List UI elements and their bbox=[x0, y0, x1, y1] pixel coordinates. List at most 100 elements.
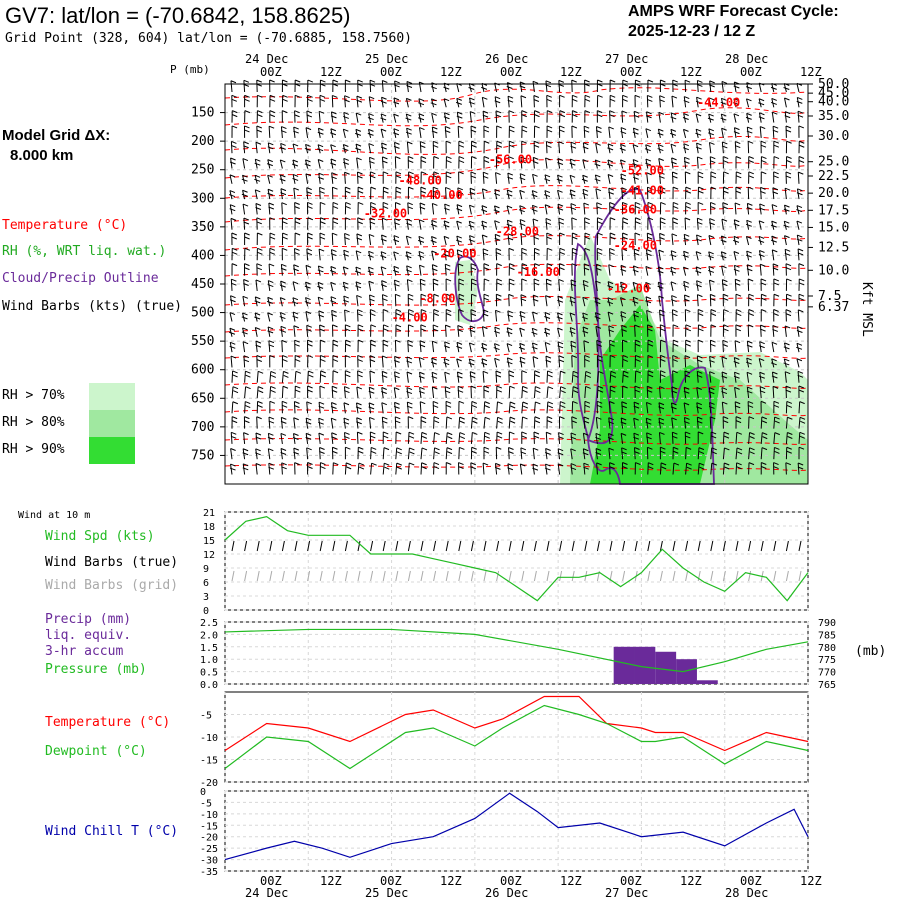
wind-barb-flag bbox=[647, 385, 653, 389]
wind-barb-flag bbox=[356, 237, 363, 241]
wind-barb-flag bbox=[482, 326, 488, 330]
wind-barb bbox=[558, 279, 561, 291]
wind-barb-flag bbox=[508, 451, 514, 454]
wind-barb-flag bbox=[456, 204, 463, 208]
wind-barb-flag bbox=[645, 300, 652, 304]
wind-barb-flag bbox=[797, 374, 804, 378]
wind-barb bbox=[759, 341, 762, 353]
wind-barb-flag bbox=[633, 172, 639, 176]
wind-barb-flag bbox=[395, 190, 402, 194]
time-tick-label-bottom: 00Z bbox=[260, 874, 282, 888]
wind-barb bbox=[559, 401, 561, 414]
wind-barb-flag bbox=[670, 116, 677, 120]
wind-barb-flag bbox=[482, 175, 489, 179]
wind-barb-flag bbox=[394, 375, 400, 379]
wind-barb-flag bbox=[406, 405, 413, 409]
wind-barb bbox=[481, 326, 485, 337]
wind-barb bbox=[797, 309, 800, 322]
wind-barb bbox=[330, 282, 334, 292]
wind-barb-flag bbox=[432, 190, 439, 194]
wind-barb-flag bbox=[345, 217, 351, 221]
sfc-wind-barb bbox=[546, 540, 550, 552]
wind-barb-flag bbox=[721, 251, 727, 255]
wind-barb-flag bbox=[345, 374, 351, 378]
wind-barb-flag bbox=[671, 250, 677, 254]
time-tick-label-bottom: 12Z bbox=[560, 874, 582, 888]
wind-barb-flag bbox=[446, 171, 452, 175]
wind-barb bbox=[344, 172, 346, 184]
wind-barb-flag bbox=[281, 466, 287, 470]
wind-barb-flag bbox=[243, 463, 249, 467]
wind-barb bbox=[620, 265, 624, 276]
sfc-wind-barb-grid bbox=[785, 570, 789, 582]
wind-barb bbox=[745, 98, 750, 108]
wind-barb-flag bbox=[420, 190, 427, 194]
wind-barb-flag bbox=[331, 176, 337, 180]
wind-barb-flag bbox=[471, 282, 477, 286]
wind-barb-flag bbox=[343, 253, 349, 257]
wind-barb-flag bbox=[445, 186, 451, 190]
wind-barb-flag bbox=[609, 343, 615, 347]
wind-barb-flag bbox=[724, 466, 730, 470]
wind-barb-flag bbox=[371, 450, 377, 454]
wind-barb-flag bbox=[607, 301, 614, 305]
wind-barb-flag bbox=[295, 221, 301, 225]
wind-barb-flag bbox=[394, 420, 401, 424]
wind-barb-flag bbox=[607, 174, 614, 177]
sfc-wind-barb bbox=[533, 540, 537, 552]
temperature-contour-label: -4.00 bbox=[392, 311, 428, 325]
wind-barb-flag bbox=[331, 309, 337, 313]
wind-barb-flag bbox=[774, 450, 780, 454]
wind-barb-flag bbox=[758, 254, 765, 257]
wind-barb-flag bbox=[344, 171, 350, 175]
wind-barb-flag bbox=[783, 87, 790, 90]
wind-barb-flag bbox=[508, 247, 515, 251]
wind-barb-flag bbox=[770, 224, 777, 228]
wind-barb-flag bbox=[245, 405, 251, 409]
wind-barb-flag bbox=[722, 206, 728, 210]
wind-barb bbox=[230, 279, 233, 291]
wind-barb-flag bbox=[733, 361, 740, 364]
wind-barb bbox=[583, 126, 586, 138]
wind-barb-flag bbox=[457, 325, 463, 328]
wind-barb-flag bbox=[295, 370, 302, 374]
temperature-contour-label: -16.00 bbox=[517, 265, 560, 279]
wind-barb-flag bbox=[547, 374, 553, 378]
wind-barb bbox=[785, 462, 787, 475]
wind-barb bbox=[256, 386, 259, 399]
wind-barb-flag bbox=[710, 205, 716, 209]
wind-barb-flag bbox=[446, 293, 452, 297]
wind-barb-flag bbox=[533, 232, 540, 236]
wind-barb-flag bbox=[545, 84, 552, 88]
wind-barb-flag bbox=[406, 387, 413, 391]
wind-barb bbox=[469, 188, 472, 200]
wind-barb bbox=[508, 401, 511, 414]
wind-barb bbox=[735, 432, 738, 444]
wind-barb-flag bbox=[583, 466, 589, 470]
wind-barb-flag bbox=[532, 463, 539, 467]
wind-barb-flag bbox=[544, 194, 551, 198]
wind-barb-flag bbox=[420, 156, 427, 159]
wind-barb-flag bbox=[458, 282, 465, 286]
wind-barb-flag bbox=[244, 94, 250, 98]
wind-barb bbox=[481, 188, 485, 200]
wind-barb-flag bbox=[634, 186, 640, 190]
wind-barb bbox=[381, 156, 384, 169]
wind-barb-flag bbox=[258, 390, 264, 394]
wind-barb-flag bbox=[547, 420, 553, 424]
wind-barb-flag bbox=[269, 247, 276, 251]
wind-barb-flag bbox=[570, 189, 576, 193]
wind-barb bbox=[773, 447, 775, 460]
pressure-tick-label-right: 775 bbox=[818, 655, 836, 666]
wind-barb-flag bbox=[418, 250, 425, 254]
wind-barb-flag bbox=[293, 130, 299, 134]
wind-barb bbox=[684, 370, 687, 383]
wind-barb-flag bbox=[306, 187, 312, 191]
time-tick-label-bottom: 00Z bbox=[740, 874, 762, 888]
wind-barb-flag bbox=[584, 217, 590, 221]
wind-barb-flag bbox=[484, 431, 490, 435]
wind-barb-flag bbox=[407, 202, 413, 206]
wind-barb-flag bbox=[597, 400, 603, 404]
wind-barb bbox=[356, 386, 359, 399]
wind-barb-flag bbox=[608, 187, 614, 191]
